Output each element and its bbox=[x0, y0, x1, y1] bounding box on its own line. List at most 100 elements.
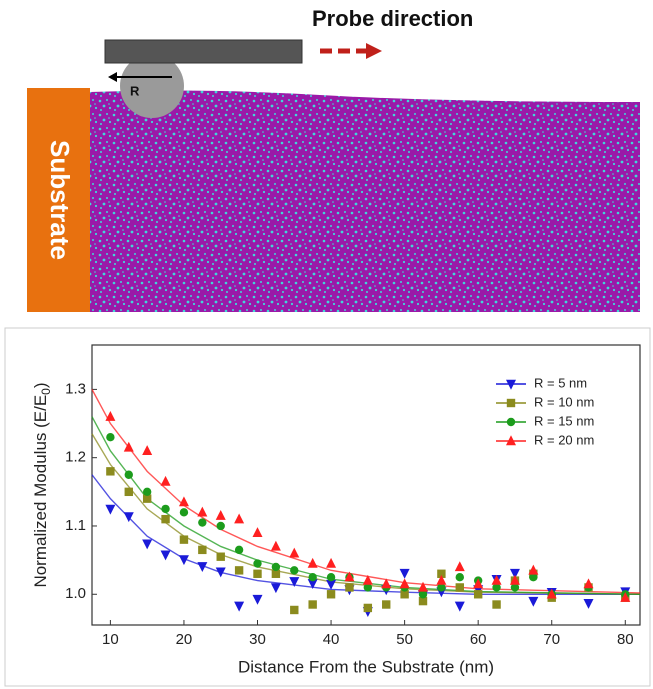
x-tick-label: 50 bbox=[396, 631, 413, 648]
data-point bbox=[326, 572, 336, 582]
data-point bbox=[106, 432, 115, 442]
data-point bbox=[290, 605, 299, 615]
arrow-head bbox=[366, 43, 382, 59]
data-point bbox=[124, 470, 133, 479]
x-tick-label: 30 bbox=[249, 631, 266, 648]
data-point bbox=[106, 467, 115, 476]
data-point bbox=[363, 583, 373, 592]
data-point bbox=[198, 545, 207, 555]
legend-label: R = 10 nm bbox=[534, 394, 594, 409]
data-point bbox=[307, 579, 318, 590]
data-point bbox=[492, 600, 501, 609]
data-point bbox=[437, 569, 446, 578]
x-tick-label: 10 bbox=[102, 631, 119, 648]
y-axis-label: Normalized Modulus (E/E0) bbox=[31, 382, 53, 587]
data-point bbox=[198, 518, 207, 527]
data-point bbox=[161, 514, 170, 524]
data-point bbox=[271, 569, 281, 578]
chart-border bbox=[4, 327, 651, 687]
data-point bbox=[160, 475, 171, 486]
data-point bbox=[399, 568, 410, 579]
data-point bbox=[234, 513, 245, 524]
data-point bbox=[252, 527, 263, 538]
data-point bbox=[418, 596, 428, 606]
data-point bbox=[491, 574, 502, 585]
data-point bbox=[289, 577, 300, 587]
data-point bbox=[179, 535, 189, 544]
data-point bbox=[492, 583, 501, 592]
data-point bbox=[271, 562, 281, 572]
polymer-slab bbox=[90, 90, 640, 312]
probe-cantilever bbox=[104, 39, 303, 64]
data-point bbox=[308, 600, 317, 609]
data-point bbox=[583, 578, 594, 589]
data-point bbox=[437, 583, 446, 592]
data-point bbox=[178, 555, 189, 566]
data-point bbox=[197, 506, 208, 517]
data-point bbox=[326, 557, 337, 568]
x-tick-label: 40 bbox=[323, 631, 340, 648]
data-point bbox=[509, 574, 520, 585]
data-point bbox=[253, 559, 262, 568]
data-point bbox=[216, 521, 225, 531]
data-point bbox=[105, 504, 116, 515]
data-point bbox=[142, 539, 153, 550]
data-point bbox=[345, 583, 354, 592]
data-point bbox=[161, 504, 170, 514]
data-point bbox=[473, 590, 483, 599]
data-point bbox=[216, 552, 225, 561]
data-point bbox=[308, 572, 317, 582]
x-tick-label: 20 bbox=[176, 631, 193, 648]
data-point bbox=[160, 550, 171, 561]
data-point bbox=[400, 590, 409, 599]
data-point bbox=[363, 603, 373, 613]
probe-direction-label: Probe direction bbox=[312, 6, 473, 31]
data-point bbox=[307, 557, 318, 568]
probe-tip bbox=[120, 54, 184, 118]
data-point bbox=[620, 591, 631, 602]
data-point bbox=[197, 562, 208, 572]
y-tick-label: 1.0 bbox=[65, 585, 86, 602]
plot-frame bbox=[91, 344, 641, 626]
data-point bbox=[105, 411, 116, 421]
data-point bbox=[529, 572, 538, 582]
data-point bbox=[123, 441, 134, 452]
data-point bbox=[234, 601, 245, 612]
data-point bbox=[234, 566, 244, 575]
data-point bbox=[326, 590, 336, 599]
fit-curve bbox=[91, 433, 641, 595]
data-point bbox=[473, 578, 484, 589]
data-point bbox=[583, 598, 594, 609]
legend-marker bbox=[506, 379, 516, 390]
x-tick-label: 60 bbox=[470, 631, 487, 648]
x-axis-label: Distance From the Substrate (nm) bbox=[238, 657, 494, 676]
data-point bbox=[381, 578, 392, 589]
data-point bbox=[455, 572, 464, 582]
data-point bbox=[142, 487, 152, 497]
data-point bbox=[289, 547, 300, 558]
data-point bbox=[362, 574, 373, 585]
y-tick-label: 1.1 bbox=[65, 517, 86, 534]
data-point bbox=[270, 540, 281, 551]
data-point bbox=[455, 583, 464, 592]
legend-label: R = 15 nm bbox=[534, 413, 594, 428]
y-tick-label: 1.2 bbox=[65, 449, 86, 466]
x-tick-label: 70 bbox=[543, 631, 560, 648]
data-point bbox=[528, 596, 539, 607]
data-point bbox=[436, 574, 447, 585]
data-point bbox=[124, 487, 133, 497]
data-point bbox=[178, 496, 189, 507]
data-point bbox=[179, 508, 189, 517]
data-point bbox=[215, 510, 226, 520]
data-point bbox=[546, 588, 557, 599]
legend-marker bbox=[506, 398, 516, 408]
y-tick-label: 1.3 bbox=[65, 380, 86, 397]
legend-marker bbox=[506, 435, 516, 446]
y-label-end: ) bbox=[31, 382, 50, 388]
data-point bbox=[270, 583, 281, 594]
data-point bbox=[454, 601, 465, 612]
data-point bbox=[123, 512, 134, 523]
data-point bbox=[418, 581, 429, 592]
data-point bbox=[142, 445, 153, 456]
